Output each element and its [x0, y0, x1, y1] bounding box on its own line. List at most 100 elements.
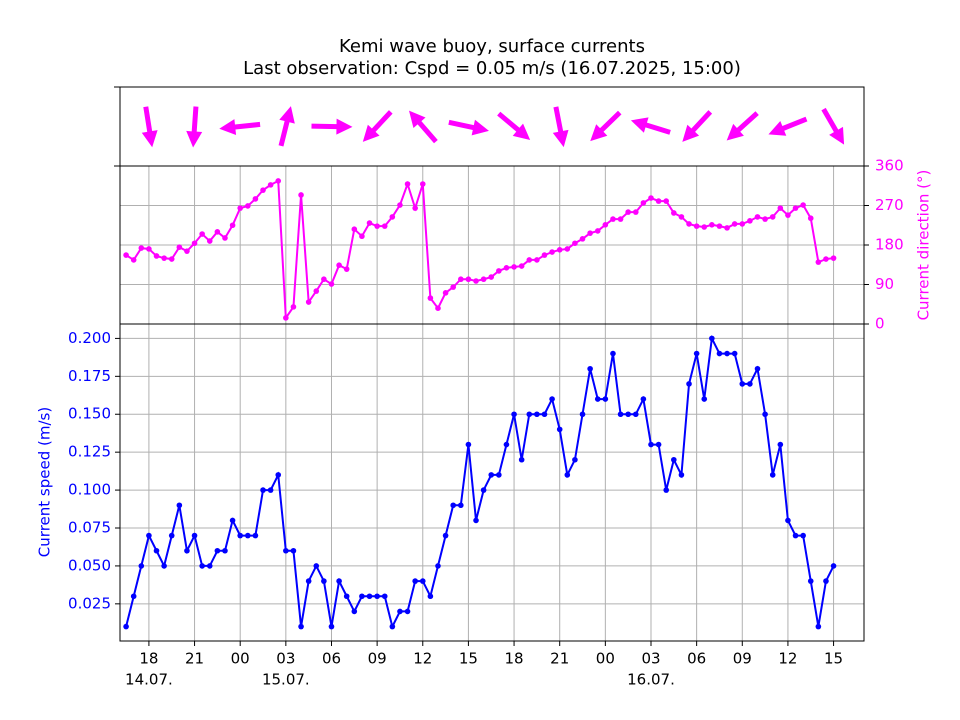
- chart-title: Kemi wave buoy, surface currents: [339, 36, 645, 57]
- data-point: [534, 257, 540, 263]
- data-point: [435, 305, 441, 312]
- data-point: [146, 246, 152, 252]
- data-point: [648, 195, 654, 201]
- data-point: [526, 411, 533, 418]
- data-point: [313, 563, 320, 569]
- y-tick-label: 0.100: [68, 481, 111, 499]
- marks: [123, 106, 845, 630]
- data-point: [579, 411, 586, 418]
- data-point: [625, 411, 631, 418]
- data-point: [374, 223, 380, 229]
- direction-arrow: [311, 118, 353, 135]
- data-point: [709, 222, 715, 228]
- data-point: [465, 276, 472, 283]
- data-point: [724, 350, 730, 357]
- data-point: [602, 396, 609, 402]
- data-point: [473, 517, 479, 524]
- data-point: [184, 547, 190, 554]
- direction-arrow: [590, 110, 622, 142]
- data-point: [496, 472, 502, 478]
- data-point: [176, 244, 183, 250]
- data-point: [511, 411, 517, 418]
- data-point: [450, 284, 457, 290]
- data-point: [229, 517, 236, 524]
- date-label: 14.07.: [125, 671, 173, 689]
- data-point: [701, 396, 708, 402]
- data-point: [823, 256, 829, 262]
- data-point: [351, 608, 358, 615]
- data-point: [404, 181, 411, 187]
- data-point: [587, 365, 593, 372]
- data-point: [785, 212, 791, 218]
- data-point: [632, 411, 639, 418]
- data-point: [503, 265, 510, 271]
- data-point: [807, 578, 814, 584]
- data-point: [526, 257, 533, 263]
- data-point: [222, 547, 228, 554]
- data-point: [549, 249, 555, 255]
- data-point: [419, 181, 426, 187]
- data-point: [549, 396, 555, 402]
- data-point: [130, 257, 137, 263]
- y2-tick-label: 180: [875, 236, 904, 254]
- data-point: [206, 563, 213, 569]
- data-point: [648, 441, 654, 448]
- data-point: [663, 198, 670, 204]
- data-point: [328, 281, 335, 287]
- y-tick-label: 0.125: [68, 443, 111, 461]
- y2-tick-label: 360: [875, 157, 904, 175]
- data-point: [640, 396, 647, 402]
- direction-arrow: [682, 110, 713, 142]
- data-point: [518, 263, 525, 269]
- data-point: [427, 593, 434, 600]
- data-point: [283, 315, 289, 321]
- data-point: [632, 209, 639, 215]
- data-point: [739, 221, 746, 227]
- data-point: [511, 264, 517, 270]
- data-point: [153, 547, 160, 554]
- data-point: [602, 222, 609, 228]
- data-point: [655, 198, 662, 204]
- data-point: [397, 202, 403, 208]
- data-point: [594, 396, 601, 402]
- data-point: [359, 233, 365, 240]
- data-point: [130, 593, 137, 600]
- data-point: [275, 472, 282, 478]
- data-point: [731, 350, 738, 357]
- x-tick-label: 09: [733, 650, 752, 668]
- series-line: [125, 179, 834, 321]
- data-point: [762, 216, 768, 222]
- direction-arrow: [448, 119, 489, 136]
- data-point: [442, 532, 449, 539]
- data-point: [701, 224, 708, 230]
- data-point: [176, 502, 183, 509]
- data-point: [298, 623, 304, 630]
- data-point: [488, 472, 495, 478]
- data-point: [678, 472, 685, 478]
- data-point: [351, 226, 358, 232]
- data-point: [594, 228, 601, 234]
- data-point: [747, 381, 753, 387]
- data-point: [800, 202, 806, 208]
- data-point: [328, 623, 335, 630]
- data-point: [792, 532, 799, 539]
- data-point: [610, 216, 616, 222]
- x-tick-label: 12: [413, 650, 432, 668]
- data-point: [404, 608, 411, 615]
- date-label: 16.07.: [627, 671, 675, 689]
- direction-arrow: [186, 106, 203, 148]
- data-point: [503, 441, 510, 448]
- data-point: [541, 252, 548, 258]
- y-axis-label: Current speed (m/s): [36, 407, 54, 557]
- data-point: [610, 350, 616, 357]
- data-point: [366, 220, 373, 226]
- direction-arrow: [768, 116, 808, 136]
- data-point: [465, 441, 472, 448]
- data-point: [747, 218, 753, 224]
- data-point: [815, 623, 822, 630]
- data-point: [587, 230, 593, 236]
- data-point: [191, 532, 198, 539]
- frames: [114, 86, 865, 642]
- data-point: [693, 223, 700, 229]
